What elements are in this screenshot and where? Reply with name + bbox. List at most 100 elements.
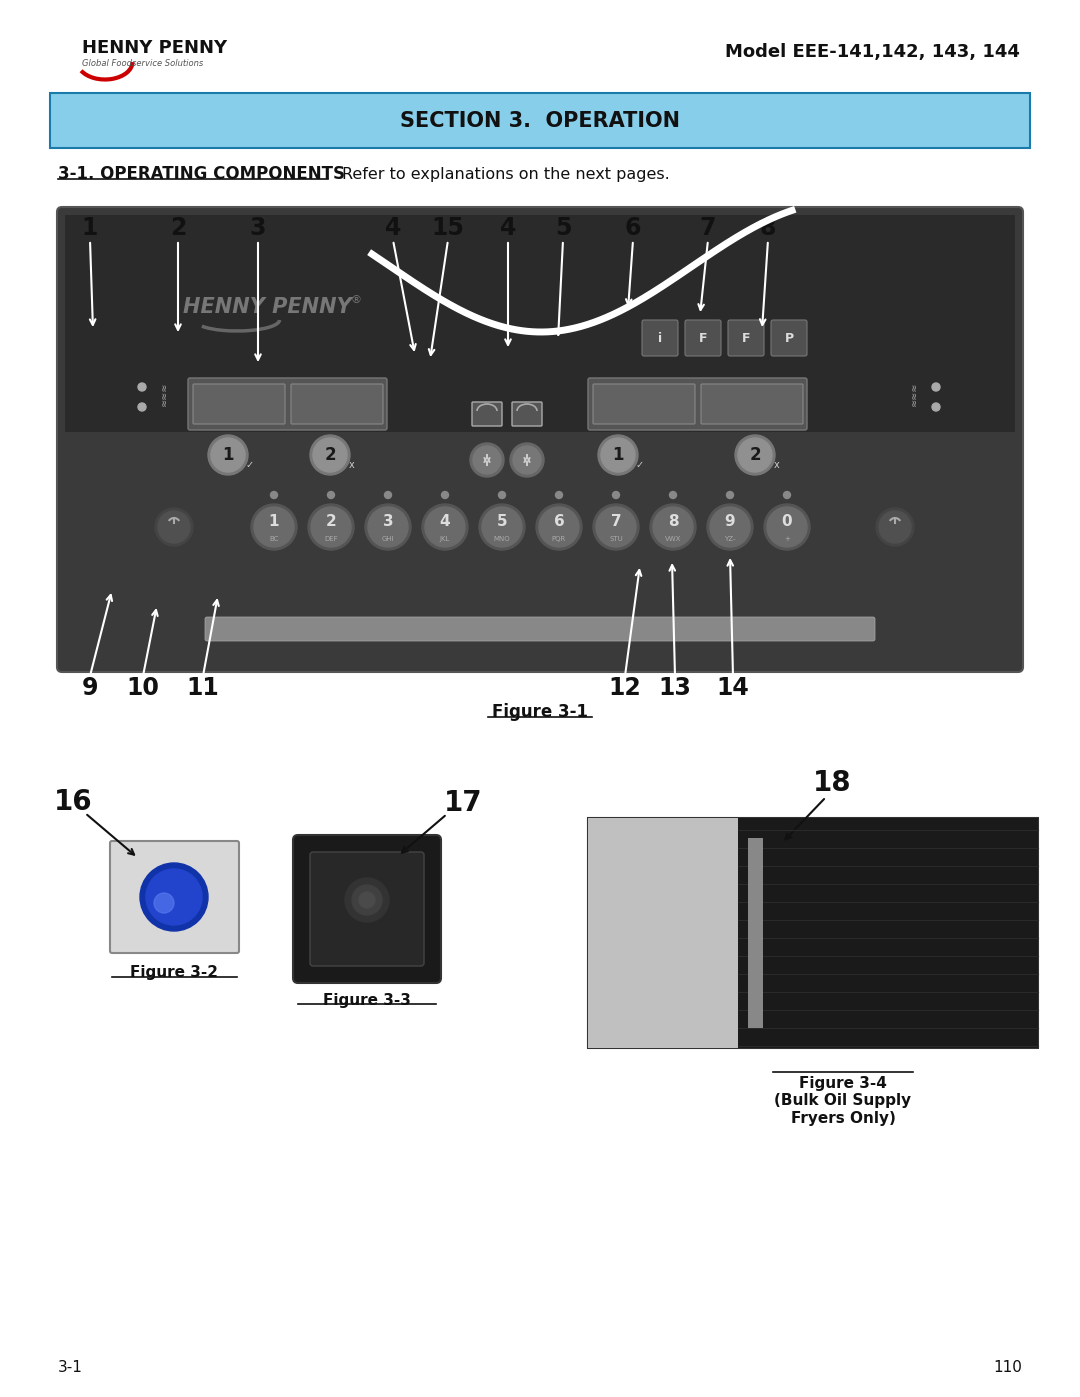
Circle shape <box>251 504 297 550</box>
Circle shape <box>368 507 408 548</box>
Text: VWX: VWX <box>665 536 681 542</box>
Circle shape <box>593 504 639 550</box>
Text: 4: 4 <box>440 514 450 529</box>
Text: 8: 8 <box>667 514 678 529</box>
Text: Figure 3-4
(Bulk Oil Supply
Fryers Only): Figure 3-4 (Bulk Oil Supply Fryers Only) <box>774 1076 912 1126</box>
Circle shape <box>138 402 146 411</box>
Circle shape <box>422 504 468 550</box>
Circle shape <box>359 893 375 908</box>
FancyBboxPatch shape <box>642 320 678 356</box>
Text: YZ-: YZ- <box>725 536 735 542</box>
Circle shape <box>311 507 351 548</box>
Text: 15: 15 <box>432 217 464 240</box>
Text: 1: 1 <box>82 217 98 240</box>
Text: F: F <box>742 331 751 345</box>
Circle shape <box>158 511 190 543</box>
Text: 3: 3 <box>382 514 393 529</box>
Circle shape <box>738 439 772 472</box>
Text: Figure 3-1: Figure 3-1 <box>492 703 588 721</box>
FancyBboxPatch shape <box>748 838 762 1028</box>
Text: F: F <box>699 331 707 345</box>
Text: 4: 4 <box>384 217 401 240</box>
Circle shape <box>442 492 448 499</box>
Text: P: P <box>784 331 794 345</box>
Text: 2: 2 <box>750 446 760 464</box>
Text: 3-1. OPERATING COMPONENTS: 3-1. OPERATING COMPONENTS <box>58 165 345 183</box>
Text: HENNY PENNY: HENNY PENNY <box>82 39 227 57</box>
Text: 9: 9 <box>82 676 98 700</box>
Text: Figure 3-2: Figure 3-2 <box>130 965 218 981</box>
FancyBboxPatch shape <box>588 379 807 430</box>
Circle shape <box>598 434 638 475</box>
Text: 6: 6 <box>554 514 565 529</box>
Text: 0: 0 <box>782 514 793 529</box>
Text: 9: 9 <box>725 514 735 529</box>
Circle shape <box>727 492 733 499</box>
Text: ≈≈≈: ≈≈≈ <box>159 381 168 407</box>
Text: 2: 2 <box>326 514 336 529</box>
Circle shape <box>510 443 544 476</box>
Text: Figure 3-3: Figure 3-3 <box>323 992 410 1007</box>
Circle shape <box>426 507 465 548</box>
Text: 11: 11 <box>187 676 219 700</box>
Circle shape <box>154 893 174 914</box>
Text: ≈≈≈: ≈≈≈ <box>909 381 919 407</box>
Text: 5: 5 <box>555 217 571 240</box>
Text: 8: 8 <box>759 217 777 240</box>
Circle shape <box>138 383 146 391</box>
Circle shape <box>345 877 389 922</box>
FancyBboxPatch shape <box>588 819 1038 1048</box>
Circle shape <box>932 383 940 391</box>
Text: Global Foodservice Solutions: Global Foodservice Solutions <box>82 60 203 68</box>
Circle shape <box>710 507 750 548</box>
FancyBboxPatch shape <box>738 819 1038 1048</box>
Circle shape <box>365 504 411 550</box>
Circle shape <box>600 439 635 472</box>
Text: 4: 4 <box>500 217 516 240</box>
Text: 1: 1 <box>269 514 280 529</box>
Circle shape <box>513 446 541 474</box>
FancyBboxPatch shape <box>685 320 721 356</box>
Text: ✓: ✓ <box>636 460 644 469</box>
Circle shape <box>707 504 753 550</box>
FancyBboxPatch shape <box>291 384 383 425</box>
Text: MNO: MNO <box>494 536 511 542</box>
Text: x: x <box>349 460 355 469</box>
Text: 6: 6 <box>624 217 642 240</box>
Circle shape <box>254 507 294 548</box>
FancyBboxPatch shape <box>588 819 738 1048</box>
Text: PQR: PQR <box>552 536 566 542</box>
Circle shape <box>482 507 522 548</box>
FancyBboxPatch shape <box>293 835 441 983</box>
FancyBboxPatch shape <box>593 384 696 425</box>
Text: Model EEE-141,142, 143, 144: Model EEE-141,142, 143, 144 <box>725 43 1020 61</box>
Text: 10: 10 <box>126 676 160 700</box>
Text: 7: 7 <box>700 217 716 240</box>
Circle shape <box>499 492 505 499</box>
Circle shape <box>146 869 202 925</box>
Text: 3-1: 3-1 <box>58 1361 83 1376</box>
Circle shape <box>480 504 525 550</box>
Text: 14: 14 <box>717 676 750 700</box>
Circle shape <box>140 863 208 930</box>
FancyBboxPatch shape <box>57 207 1023 672</box>
Text: 16: 16 <box>54 788 92 816</box>
Circle shape <box>536 504 582 550</box>
Circle shape <box>596 507 636 548</box>
FancyBboxPatch shape <box>701 384 804 425</box>
FancyBboxPatch shape <box>110 841 239 953</box>
Circle shape <box>384 492 391 499</box>
Text: 3: 3 <box>249 217 267 240</box>
Text: ✓: ✓ <box>246 460 254 469</box>
FancyBboxPatch shape <box>472 402 502 426</box>
Text: DEF: DEF <box>324 536 338 542</box>
Circle shape <box>473 446 501 474</box>
Text: i: i <box>658 331 662 345</box>
FancyBboxPatch shape <box>205 617 875 641</box>
Text: x: x <box>774 460 780 469</box>
Circle shape <box>735 434 775 475</box>
Circle shape <box>876 509 914 546</box>
Text: 18: 18 <box>812 768 851 798</box>
Circle shape <box>612 492 620 499</box>
Circle shape <box>783 492 791 499</box>
